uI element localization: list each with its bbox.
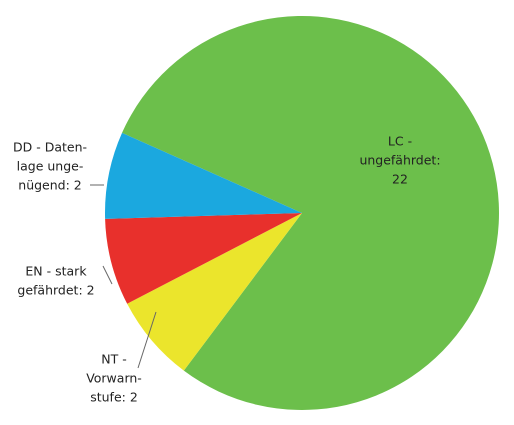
slice-label: Vorwarn- (86, 371, 142, 386)
slice-label: ungefährdet: (359, 153, 440, 168)
slice-label: gefährdet: 2 (17, 283, 94, 298)
slice-label: DD - Daten- (13, 140, 87, 155)
slice-label: nügend: 2 (18, 178, 81, 193)
pie-slice (105, 213, 303, 304)
slice-label: LC - (388, 134, 412, 149)
pie-slice (127, 213, 302, 371)
slice-label: 22 (392, 172, 408, 187)
slice-label: NT - (101, 352, 126, 367)
slice-label: lage unge- (17, 159, 84, 174)
slice-label: EN - stark (25, 264, 87, 279)
leader-line (102, 265, 113, 285)
leader-line (137, 311, 157, 369)
slice-label: stufe: 2 (90, 390, 138, 405)
pie-slice (105, 132, 303, 219)
pie-slice (122, 15, 499, 410)
